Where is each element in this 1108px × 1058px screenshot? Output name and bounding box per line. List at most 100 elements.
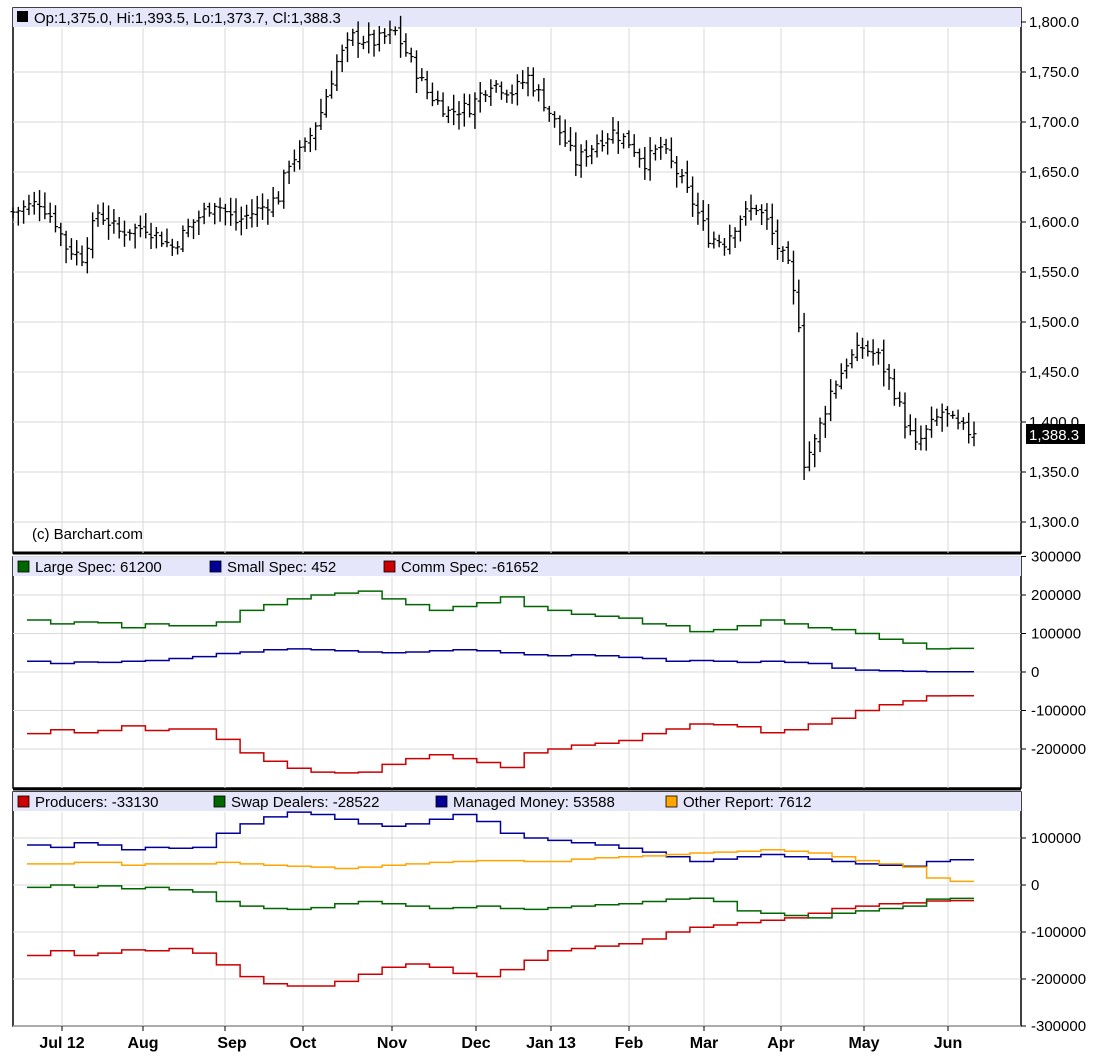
ohlc-bar [127,229,133,241]
ohlc-bar [668,137,674,169]
ohlc-bar [206,202,212,217]
ohlc-bar [477,81,483,113]
ohlc-bar [238,206,244,236]
y-tick-label: 1,300.0 [1029,514,1079,531]
ohlc-bar [15,206,21,226]
ohlc-bar [605,133,611,155]
ohlc-bar [690,176,696,217]
ohlc-bar [90,212,96,259]
legend-swatch [665,795,678,808]
ohlc-bar [828,379,834,422]
series-line-comm-spec [27,694,974,774]
y-tick-label: 1,450.0 [1029,364,1079,381]
ohlc-bar [37,190,43,222]
ohlc-bar [817,417,823,453]
series-line-producers [27,899,974,987]
x-tick-label: Mar [690,1035,718,1052]
ohlc-bar [382,28,388,44]
ohlc-bar [775,219,781,260]
y-tick-label: -200000 [1031,971,1086,988]
cot-panel-2: Producers: -33130 Swap Dealers: -28522 Man… [13,792,1086,1035]
x-tick-label: Apr [767,1035,795,1052]
ohlc-bar [191,219,197,240]
ohlc-bar [169,238,175,256]
legend-swatch [383,560,396,573]
ohlc-bar [727,224,733,255]
ohlc-bar [790,250,796,305]
ohlc-bar [865,340,871,357]
ohlc-bar [578,144,584,178]
ohlc-bar [440,92,446,118]
ohlc-bar [621,133,627,149]
ohlc-bar [323,88,329,118]
ohlc-bar [881,339,887,387]
ohlc-bar [302,137,308,152]
ohlc-bar [594,134,600,158]
ohlc-bar [58,222,64,247]
ohlc-bar [504,89,510,103]
ohlc-bar [854,332,860,362]
ohlc-bar [642,146,648,180]
ohlc-bar [63,230,69,264]
last-price-box [1026,424,1085,444]
ohlc-bar [801,312,807,480]
x-tick-label: Dec [461,1035,490,1052]
ohlc-bar [599,130,605,152]
x-tick-label: Nov [377,1035,407,1052]
y-tick-label: 200000 [1031,587,1081,604]
ohlc-bar [902,392,908,439]
ohlc-bar [47,202,53,223]
ohlc-bar [10,207,16,219]
ohlc-bar [844,358,850,379]
legend-swatch [213,795,226,808]
ohlc-bar [435,90,441,105]
ohlc-bar [546,105,552,122]
ohlc-bar [291,149,297,172]
ohlc-bar [387,20,393,45]
ohlc-bar [944,406,950,427]
ohlc-bar [244,204,250,230]
ohlc-bar [180,225,186,253]
ohlc-bar [514,74,520,106]
ohlc-bar [966,412,972,444]
ohlc-bar [716,234,722,248]
ohlc-bar [313,122,319,151]
ohlc-bar [520,70,526,90]
legend-swatch [209,560,222,573]
ohlc-bar [212,203,218,225]
ohlc-bar [445,106,451,124]
x-tick-label: Feb [615,1035,644,1052]
ohlc-bar [451,94,457,126]
legend-label: Other Report: 7612 [683,794,811,811]
ohlc-bar [429,82,435,107]
cot1-legend-band [13,557,1021,576]
x-tick-label: May [848,1035,879,1052]
ohlc-bar [663,138,669,154]
ohlc-bar [785,241,791,265]
y-tick-label: 1,500.0 [1029,314,1079,331]
ohlc-bar [833,380,839,399]
cot1-legend: Large Spec: 61200 Small Spec: 452 Comm Spe… [17,559,539,576]
cot-panel-1: Large Spec: 61200 Small Spec: 452 Comm Spe… [13,549,1086,774]
ohlc-bar [573,132,579,177]
ohlc-bar [376,26,382,52]
ohlc-bar [913,418,919,451]
ohlc-bar [260,193,266,220]
ohlc-bar [201,202,207,225]
ohlc-bar [339,44,345,73]
ohlc-bar [652,144,658,161]
ohlc-bar [679,168,685,184]
x-tick-label: Sep [217,1035,247,1052]
ohlc-bar [812,434,818,468]
ohlc-bar [743,201,749,226]
series-line-swap-dealers [27,884,974,919]
ohlc-bar [424,70,430,100]
y-tick-label: -200000 [1031,741,1086,758]
ohlc-bar [483,90,489,102]
ohlc-bar [344,32,350,63]
ohlc-bar [509,84,515,104]
ohlc-bar [934,408,940,426]
cot2-y-axis: 100000 0 -100000 -200000 -300000 [1021,830,1086,1035]
ohlc-bar [318,98,324,130]
ohlc-bar [106,205,112,240]
